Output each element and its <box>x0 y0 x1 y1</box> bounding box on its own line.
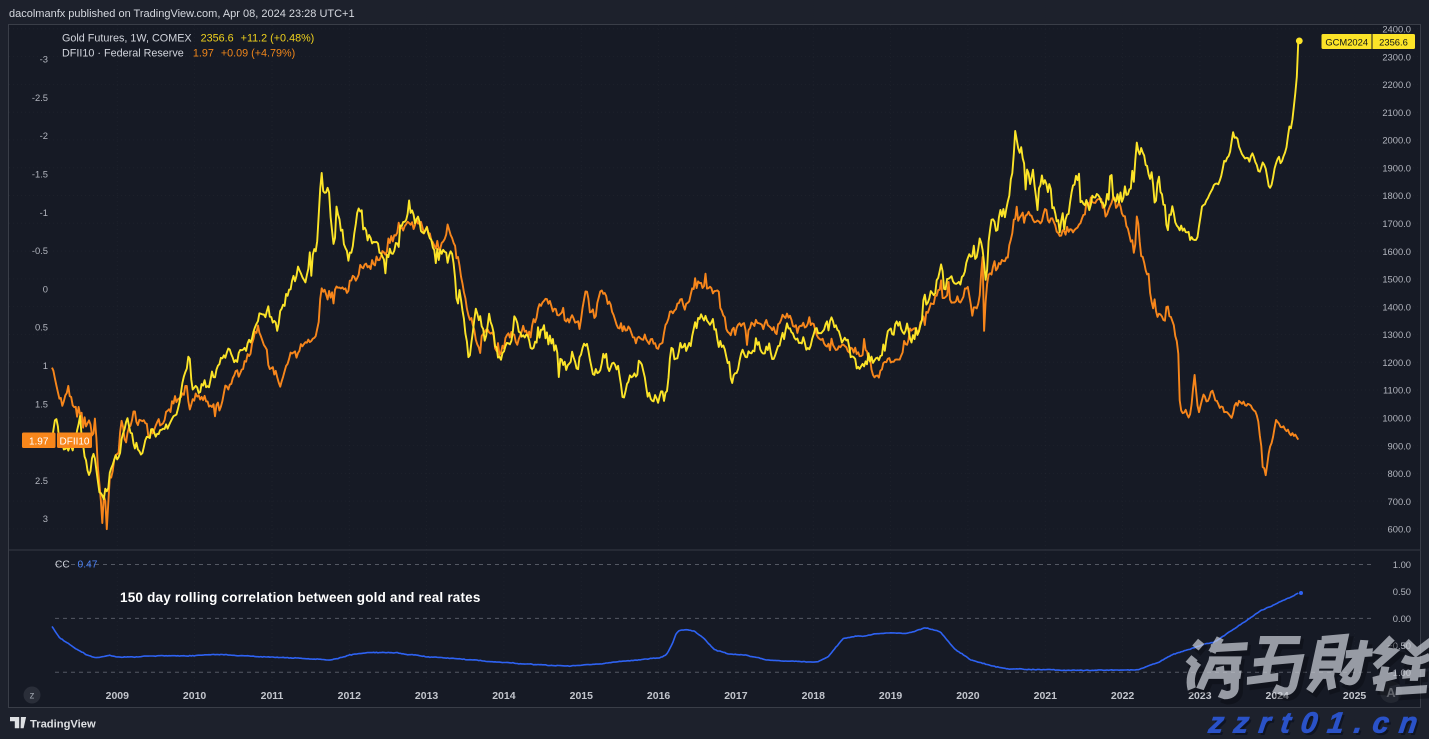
svg-text:150 day rolling correlation be: 150 day rolling correlation between gold… <box>120 590 481 605</box>
svg-text:2.5: 2.5 <box>35 475 48 486</box>
svg-text:-2.5: -2.5 <box>32 92 48 103</box>
svg-text:A: A <box>1386 685 1396 700</box>
svg-text:1300.0: 1300.0 <box>1382 329 1411 340</box>
svg-text:DFII10 · Federal Reserve 1.97+: DFII10 · Federal Reserve 1.97 +0.09 (+4.7… <box>62 47 295 59</box>
svg-text:2009: 2009 <box>106 690 130 702</box>
svg-text:zzrt01.cn: zzrt01.cn <box>1208 710 1429 739</box>
svg-text:2400.0: 2400.0 <box>1382 24 1411 35</box>
svg-text:-3: -3 <box>40 54 48 65</box>
svg-text:0.5: 0.5 <box>35 322 48 333</box>
svg-text:-1.5: -1.5 <box>32 169 48 180</box>
svg-text:600.0: 600.0 <box>1388 524 1411 535</box>
svg-text:1: 1 <box>43 360 48 371</box>
svg-text:2022: 2022 <box>1111 690 1135 702</box>
svg-text:1000.0: 1000.0 <box>1382 413 1411 424</box>
svg-text:2018: 2018 <box>802 690 826 702</box>
svg-text:DFII10: DFII10 <box>59 437 89 448</box>
svg-text:dacolmanfx published on Tradin: dacolmanfx published on TradingView.com,… <box>9 8 355 20</box>
svg-text:2015: 2015 <box>570 690 594 702</box>
svg-text:2000.0: 2000.0 <box>1382 135 1411 146</box>
svg-text:Gold Futures, 1W, COMEX 2356.6: Gold Futures, 1W, COMEX 2356.6 +11.2 (+0.… <box>62 33 314 45</box>
svg-text:1.97: 1.97 <box>29 437 49 448</box>
svg-text:2012: 2012 <box>338 690 362 702</box>
svg-text:zzrt01.cn: zzrt01.cn <box>1206 708 1429 739</box>
svg-text:1600.0: 1600.0 <box>1382 246 1411 257</box>
svg-text:1400.0: 1400.0 <box>1382 301 1411 312</box>
svg-text:2300.0: 2300.0 <box>1382 51 1411 62</box>
svg-text:2021: 2021 <box>1034 690 1058 702</box>
svg-text:0.00: 0.00 <box>1393 613 1411 624</box>
svg-text:2023: 2023 <box>1188 690 1212 702</box>
svg-text:0: 0 <box>43 283 48 294</box>
svg-text:1200.0: 1200.0 <box>1382 357 1411 368</box>
svg-text:2356.6: 2356.6 <box>1379 36 1408 47</box>
svg-text:2025: 2025 <box>1343 690 1367 702</box>
svg-text:2200.0: 2200.0 <box>1382 79 1411 90</box>
svg-text:TradingView: TradingView <box>30 718 96 730</box>
svg-text:2016: 2016 <box>647 690 671 702</box>
svg-text:-1: -1 <box>40 207 48 218</box>
svg-text:−0.50: −0.50 <box>1387 640 1411 651</box>
svg-text:2017: 2017 <box>724 690 748 702</box>
svg-text:1.5: 1.5 <box>35 398 48 409</box>
svg-text:2020: 2020 <box>956 690 980 702</box>
svg-text:2010: 2010 <box>183 690 207 702</box>
svg-text:700.0: 700.0 <box>1388 496 1411 507</box>
svg-text:0.50: 0.50 <box>1393 586 1411 597</box>
svg-text:3: 3 <box>43 513 48 524</box>
svg-text:1500.0: 1500.0 <box>1382 274 1411 285</box>
svg-text:1700.0: 1700.0 <box>1382 218 1411 229</box>
svg-text:2019: 2019 <box>879 690 903 702</box>
svg-text:GCM2024: GCM2024 <box>1325 36 1368 47</box>
svg-text:2011: 2011 <box>261 690 284 702</box>
svg-text:-2: -2 <box>40 130 48 141</box>
svg-text:z: z <box>30 691 35 702</box>
svg-text:800.0: 800.0 <box>1388 468 1411 479</box>
svg-text:−1.00: −1.00 <box>1387 667 1411 678</box>
svg-text:1.00: 1.00 <box>1393 559 1411 570</box>
svg-text:900.0: 900.0 <box>1388 440 1411 451</box>
svg-text:1100.0: 1100.0 <box>1383 385 1411 396</box>
svg-text:2013: 2013 <box>415 690 439 702</box>
svg-text:2100.0: 2100.0 <box>1382 107 1411 118</box>
svg-text:2014: 2014 <box>492 690 516 702</box>
svg-text:1800.0: 1800.0 <box>1382 190 1411 201</box>
svg-text:-0.5: -0.5 <box>32 245 48 256</box>
svg-text:1900.0: 1900.0 <box>1382 162 1411 173</box>
